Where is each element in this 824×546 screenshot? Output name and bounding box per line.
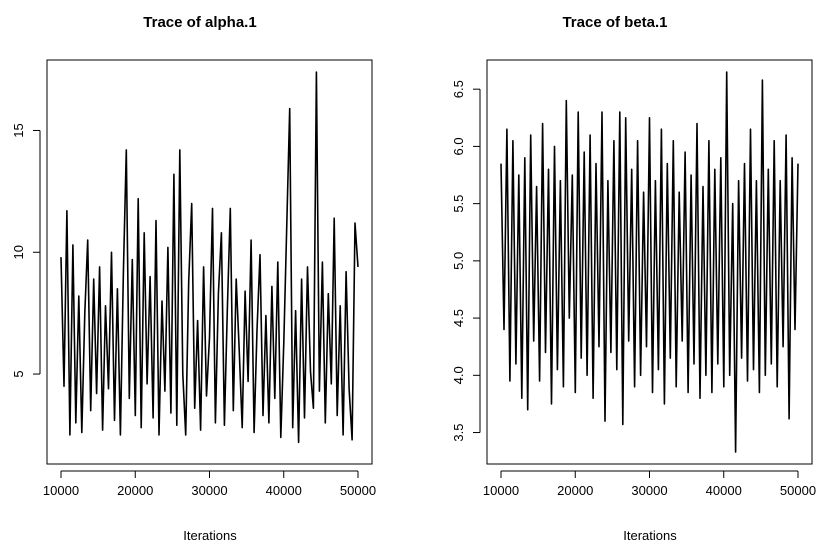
x-tick-label-alpha: 10000 (43, 483, 79, 498)
y-axis-alpha: 5 10 15 (11, 123, 41, 378)
x-tick-label-beta: 50000 (780, 483, 816, 498)
y-axis-beta: 3.5 4.0 4.5 5.0 5.5 6.0 6.5 (451, 80, 481, 442)
y-tick-label-beta: 3.5 (451, 424, 466, 442)
y-tick-label-alpha: 5 (11, 370, 26, 377)
x-tick-label-alpha: 20000 (117, 483, 153, 498)
x-tick-label-beta: 30000 (631, 483, 667, 498)
x-axis-alpha: 10000 20000 30000 40000 50000 (43, 470, 376, 498)
plot-frame-alpha (46, 59, 373, 465)
y-tick-label-beta: 6.5 (451, 80, 466, 98)
x-tick-label-beta: 20000 (557, 483, 593, 498)
x-tick-label-beta: 10000 (483, 483, 519, 498)
plot-frame-beta (486, 59, 813, 465)
trace-line-alpha (60, 71, 359, 444)
x-tick-label-beta: 40000 (706, 483, 742, 498)
x-axis-label-beta: Iterations (623, 528, 677, 543)
x-axis-beta: 10000 20000 30000 40000 50000 (483, 470, 816, 498)
y-tick-label-beta: 5.0 (451, 252, 466, 270)
x-tick-label-alpha: 50000 (340, 483, 376, 498)
y-tick-label-beta: 6.0 (451, 137, 466, 155)
x-tick-label-alpha: 40000 (266, 483, 302, 498)
chart-title-alpha: Trace of alpha.1 (143, 14, 256, 31)
trace-line-beta (500, 71, 799, 453)
y-tick-label-alpha: 10 (11, 245, 26, 259)
chart-title-beta: Trace of beta.1 (562, 14, 667, 31)
y-tick-label-beta: 5.5 (451, 195, 466, 213)
y-tick-label-beta: 4.0 (451, 366, 466, 384)
x-axis-label-alpha: Iterations (183, 528, 237, 543)
beta-trace-panel: Trace of beta.1 10000 20000 30000 40000 5000… (451, 14, 816, 543)
y-tick-label-alpha: 15 (11, 123, 26, 137)
alpha-trace-panel: Trace of alpha.1 10000 20000 30000 40000 500… (11, 14, 376, 543)
y-tick-label-beta: 4.5 (451, 309, 466, 327)
x-tick-label-alpha: 30000 (191, 483, 227, 498)
